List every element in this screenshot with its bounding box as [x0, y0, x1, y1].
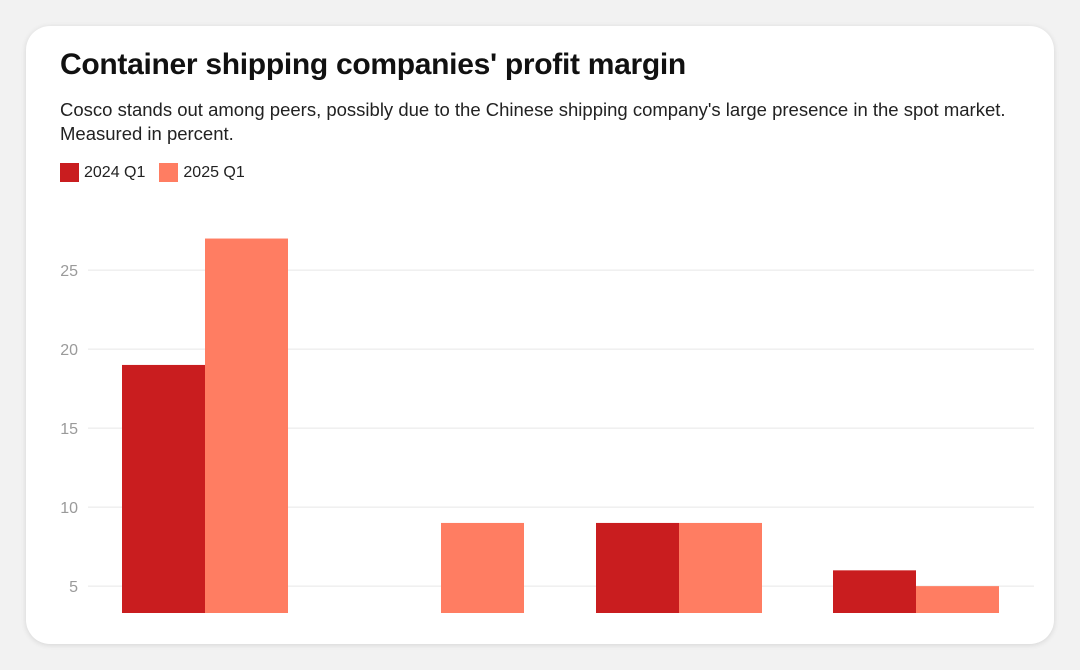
legend-swatch-2024-q1 [60, 163, 79, 182]
bar-2025-q1-group-3 [679, 522, 762, 613]
legend-label-2024-q1: 2024 Q1 [84, 163, 146, 181]
bar-2024-q1-group-4 [833, 570, 916, 613]
legend-item-2024-q1: 2024 Q1 [60, 163, 145, 182]
legend-label-2025-q1: 2025 Q1 [183, 163, 245, 181]
bar-2025-q1-group-4 [916, 586, 999, 613]
bars [122, 238, 999, 614]
bar-2024-q1-group-3 [596, 522, 679, 613]
y-tick-label-5: 5 [69, 579, 78, 596]
chart-title: Container shipping companies' profit mar… [60, 48, 686, 81]
y-tick-label-10: 10 [60, 500, 78, 517]
chart-card: Container shipping companies' profit mar… [26, 26, 1054, 644]
y-tick-label-25: 25 [60, 263, 78, 280]
bar-2025-q1-group-2 [441, 522, 524, 613]
y-tick-label-20: 20 [60, 342, 78, 359]
bar-2024-q1-group-1 [122, 364, 205, 613]
legend: 2024 Q1 2025 Q1 [60, 163, 259, 182]
y-axis-ticks: 5 10 15 20 25 [60, 263, 78, 596]
bar-2025-q1-group-1 [205, 238, 288, 614]
bar-chart: 5 10 15 20 25 [60, 238, 1034, 614]
legend-swatch-2025-q1 [159, 163, 179, 182]
y-tick-label-15: 15 [60, 421, 78, 438]
legend-item-2025-q1: 2025 Q1 [159, 163, 245, 182]
chart-subtitle: Cosco stands out among peers, possibly d… [60, 99, 1006, 144]
